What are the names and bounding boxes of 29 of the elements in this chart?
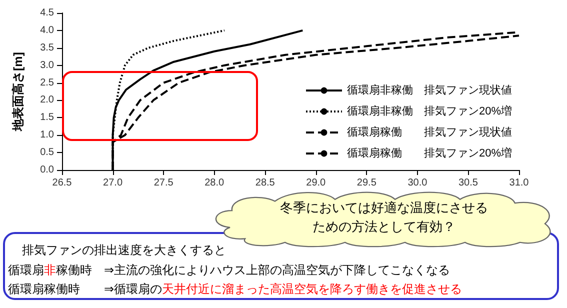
y-tick-label: 3.5 [40,42,54,54]
x-tick-label: 30.5 [458,178,478,188]
y-axis-title: 地表面高さ[m] [11,52,25,132]
x-tick-label: 27.0 [103,178,123,188]
x-tick-label: 28.0 [204,178,224,188]
y-tick-label: 1.0 [40,130,54,141]
x-tick-label: 28.5 [255,178,276,188]
x-tick-label: 31.0 [509,178,530,188]
y-tick-label: 4.0 [40,24,54,36]
legend-label: 循環扇稼働 排気ファン現状値 [347,126,512,138]
y-tick-label: 0.5 [40,147,54,158]
x-tick-label: 27.5 [154,178,174,188]
x-tick-label: 29.0 [306,178,326,188]
y-tick-label: 2.5 [40,77,54,88]
text: 冬季においては好適な温度にさせるための方法として有効？ [279,200,489,237]
text: 循環扇非稼働時 ⇒主流の強化によりハウス上部の高温空気が下降してこなくなる [8,262,450,279]
legend-label: 循環扇稼働 排気ファン20%増 [347,146,512,160]
text: 循環扇稼働時 ⇒循環扇の天井付近に溜まった高温空気を降ろす働きを促進させる [8,281,462,298]
x-tick-label: 29.5 [356,178,377,188]
legend-label: 循環扇非稼働 排気ファン現状値 [347,84,512,96]
y-tick-label: 1.5 [40,112,54,124]
y-tick-label: 0.0 [40,164,54,176]
y-tick-label: 3.0 [40,60,54,71]
y-tick-label: 2.0 [40,94,54,106]
x-tick-label: 30.0 [408,178,428,188]
y-tick-label: 4.5 [40,8,54,18]
x-tick-label: 26.5 [52,178,72,188]
legend-label: 循環扇非稼働 排気ファン20%増 [347,104,512,118]
text: 排気ファンの排出速度を大きくすると [22,242,226,259]
